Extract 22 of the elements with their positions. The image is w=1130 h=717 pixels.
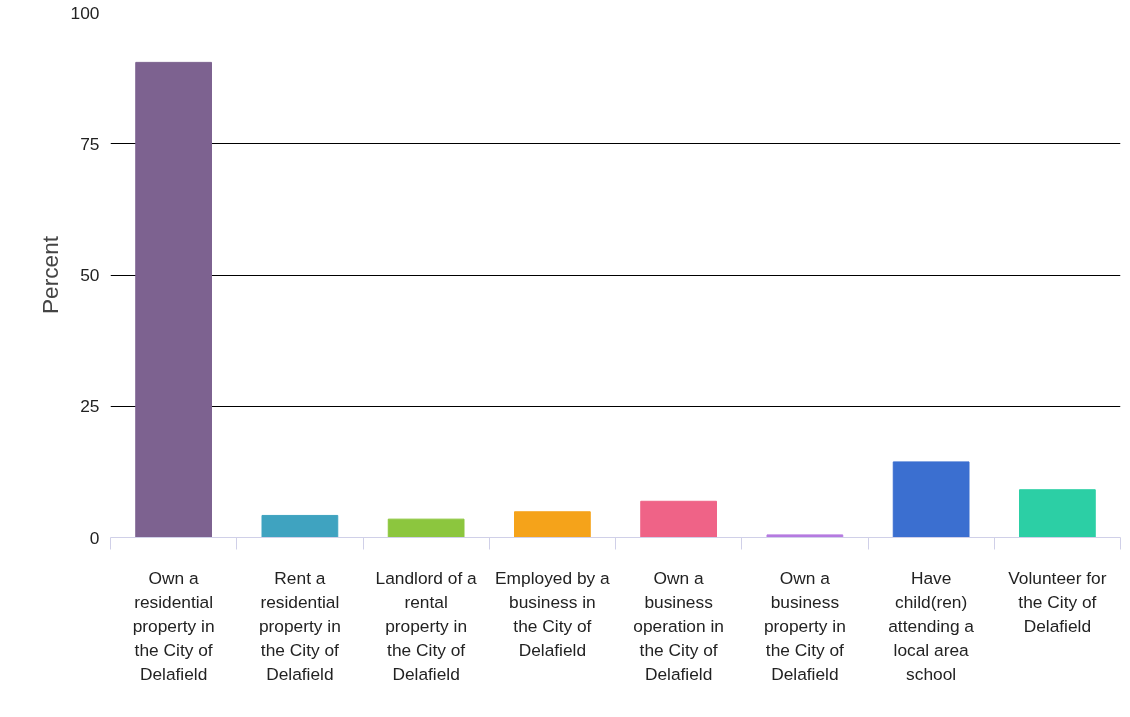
x-tick-label: Employed by a business in the City of Delafield	[495, 567, 611, 660]
x-tick-label: Own a business property in the City of Delafield	[763, 567, 846, 684]
y-tick-label: 25	[80, 396, 100, 417]
y-tick-label: 0	[89, 527, 100, 548]
y-tick-label: 50	[80, 265, 100, 285]
bar	[135, 61, 212, 538]
x-tick-label: Have child(ren) attending a local area school	[888, 567, 975, 684]
bar	[766, 534, 844, 538]
bar	[640, 500, 717, 538]
bar	[387, 518, 465, 538]
y-tick-label: 100	[70, 2, 100, 23]
bar	[261, 514, 339, 538]
x-tick-label: Own a business operation in the City of Delafield	[633, 567, 724, 684]
y-axis-title: Percent	[36, 235, 63, 315]
x-tick-label: Rent a residential property in the City of Delafield	[258, 567, 341, 684]
bar	[1019, 489, 1096, 538]
x-tick-label: Volunteer for the City of Delafield	[1008, 567, 1107, 636]
x-tick-label: Landlord of a rental property in the City of Delafield	[375, 567, 478, 684]
y-tick-label: 75	[80, 133, 100, 154]
bar	[514, 511, 591, 538]
x-tick-label: Own a residential property in the City of Delafield	[132, 567, 215, 684]
bar	[892, 461, 970, 538]
